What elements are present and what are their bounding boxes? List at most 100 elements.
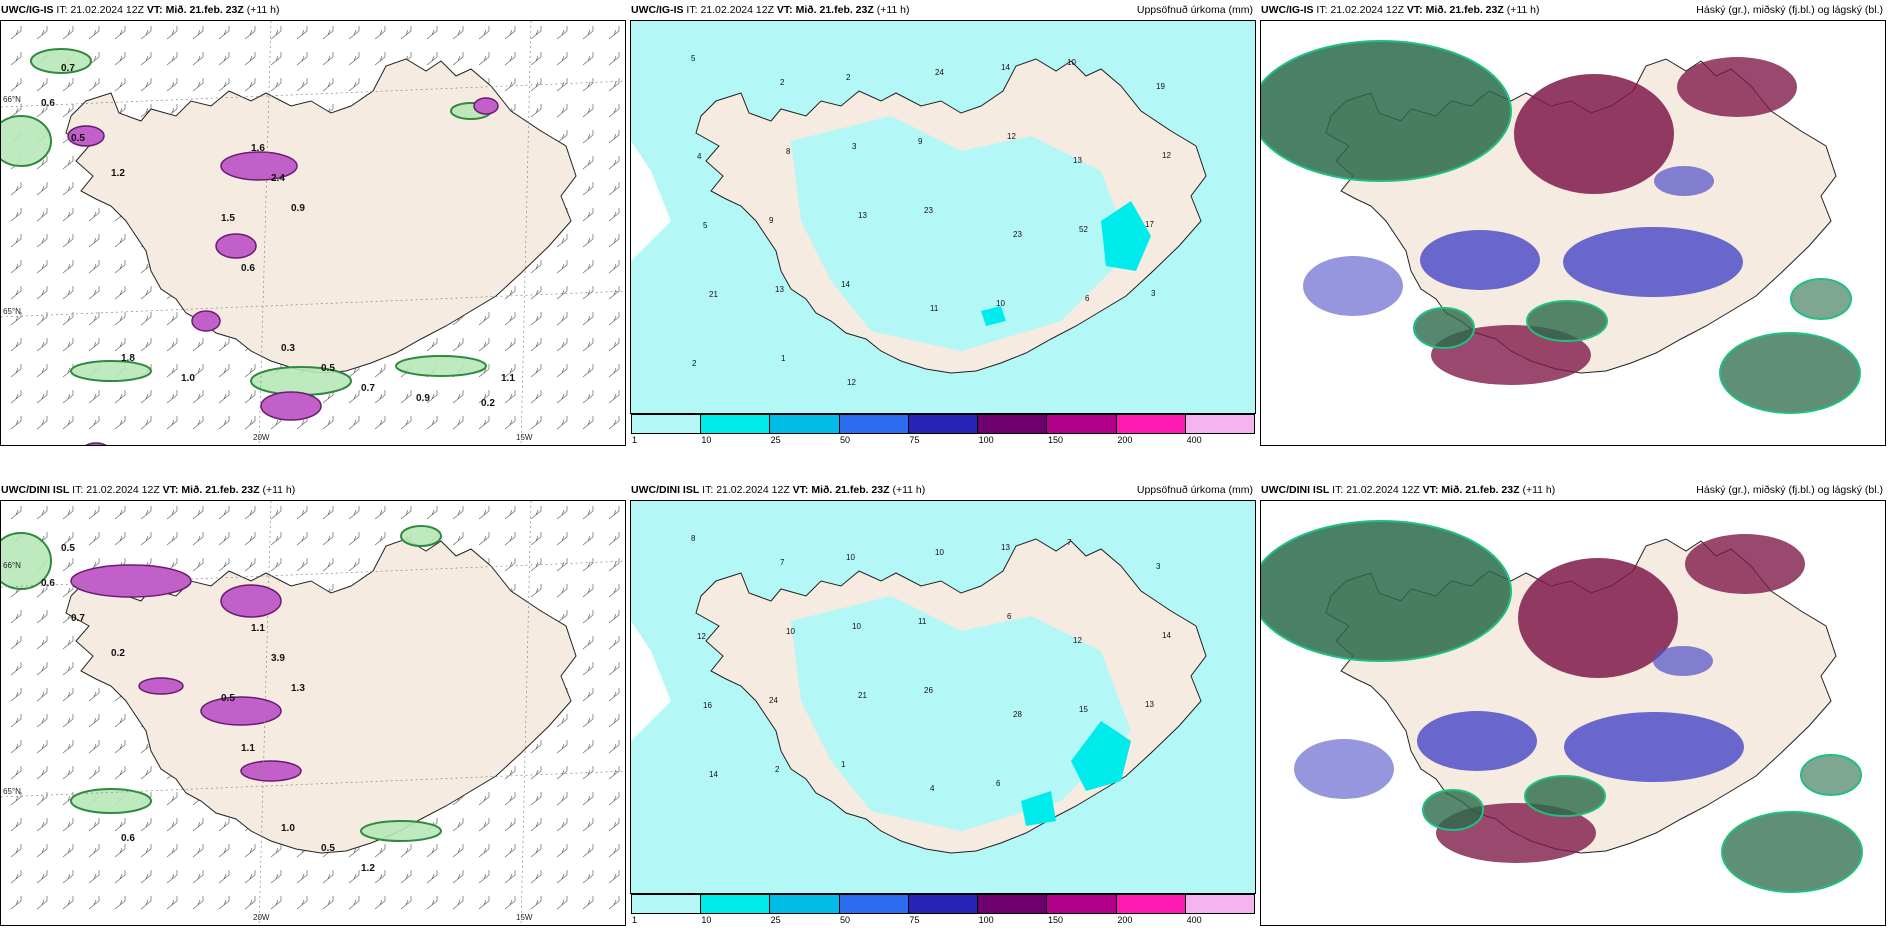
snow-area <box>85 442 107 445</box>
snow-value: 3.9 <box>271 653 285 664</box>
precip-value: 17 <box>1145 220 1154 229</box>
snow-value: 0.7 <box>61 63 75 74</box>
precip-value: 13 <box>1145 700 1154 709</box>
snow-value: 0.2 <box>111 648 125 659</box>
precip-value: 24 <box>935 68 944 77</box>
snow-value: 0.5 <box>71 133 85 144</box>
precip-value: 21 <box>858 691 867 700</box>
snow-green-area <box>400 525 442 547</box>
precip-value: 2 <box>846 73 851 82</box>
snow-value: 1.2 <box>361 863 375 874</box>
snow-area <box>200 696 282 726</box>
panel-snow-bottom: UWC/DINI ISL IT: 21.02.2024 12Z VT: Mið.… <box>0 480 626 926</box>
snow-area <box>138 677 184 695</box>
snow-value: 1.5 <box>221 213 235 224</box>
cloud-title: Háský (gr.), miðský (fj.bl.) og lágský (… <box>1696 484 1883 496</box>
precip-legend: 1 10 25 50 75 100 150 200 400 <box>630 894 1256 926</box>
panel-cloud-top: UWC/IG-IS IT: 21.02.2024 12Z VT: Mið. 21… <box>1260 0 1886 446</box>
cloud-map-graphic <box>1261 501 1885 925</box>
precip-value: 2 <box>692 359 697 368</box>
legend-color-swatch <box>908 895 979 913</box>
legend-tick-label: 1 <box>632 435 638 445</box>
snow-green-area <box>250 366 352 396</box>
snow-value: 0.5 <box>221 693 235 704</box>
panel-title: UWC/IG-IS IT: 21.02.2024 12Z VT: Mið. 21… <box>631 4 910 16</box>
precip-value: 1 <box>841 760 846 769</box>
snow-area <box>260 391 322 421</box>
precip-value: 6 <box>996 779 1001 788</box>
legend-tick-label: 25 <box>770 915 781 925</box>
panel-snow-top: UWC/IG-IS IT: 21.02.2024 12Z VT: Mið. 21… <box>0 0 626 446</box>
legend-ticks: 1 10 25 50 75 100 150 200 400 <box>631 914 1255 926</box>
snow-value: 1.2 <box>111 168 125 179</box>
cloud-area <box>1564 712 1744 782</box>
cloud-area <box>1294 739 1394 799</box>
snow-value: 0.6 <box>121 833 135 844</box>
snow-map-graphic: 0.5 0.6 0.7 0.2 1.1 3.9 1.3 0.5 1.1 0.6 1.0 0.5 1.2 <box>1 501 625 925</box>
legend-color-swatch <box>978 415 1048 433</box>
precip-value: 9 <box>918 137 923 146</box>
snow-value: 1.1 <box>501 373 515 384</box>
legend-color-swatch <box>701 895 771 913</box>
cloud-area <box>1524 775 1606 817</box>
legend-tick-label: 50 <box>840 915 851 925</box>
legend-color-swatch <box>1047 895 1117 913</box>
precip-map: 8 7 10 10 13 7 3 12 10 10 11 6 12 14 16 24 21 26 28 15 13 14 2… <box>630 500 1256 894</box>
legend-tick-label: 400 <box>1186 915 1202 925</box>
snow-value: 0.6 <box>241 263 255 274</box>
snow-value: 0.6 <box>41 98 55 109</box>
legend-tick-label: 25 <box>770 435 781 445</box>
legend-tick-label: 10 <box>701 435 712 445</box>
precip-value: 4 <box>930 784 935 793</box>
precip-value: 5 <box>691 54 696 63</box>
precip-value: 23 <box>1013 230 1022 239</box>
snow-value: 1.1 <box>251 623 265 634</box>
snow-map: 0.7 0.6 0.5 1.2 1.6 2.4 0.9 1.5 0.6 1.8 0.3 0.5 0.7 0… <box>0 20 626 446</box>
lon-label-20: 20W <box>253 433 270 442</box>
legend-tick-label: 100 <box>978 435 994 445</box>
cloud-area <box>1790 278 1852 320</box>
legend-ticks: 1 10 25 50 75 100 150 200 400 <box>631 434 1255 446</box>
snow-value: 1.8 <box>121 353 135 364</box>
precip-value: 12 <box>697 632 706 641</box>
snow-green-area <box>395 355 487 377</box>
cloud-area <box>1721 811 1863 893</box>
cloud-area <box>1518 558 1678 678</box>
lat-label-66: 66°N <box>3 95 21 104</box>
precip-value: 28 <box>1013 710 1022 719</box>
precip-value: 10 <box>846 553 855 562</box>
precip-value: 13 <box>1073 156 1082 165</box>
lon-label-20: 20W <box>253 913 270 922</box>
precip-value: 10 <box>786 627 795 636</box>
snow-value: 2.4 <box>271 173 285 184</box>
cloud-area <box>1261 40 1512 182</box>
legend-color-swatch <box>770 415 840 433</box>
precip-title: Uppsöfnuð úrkoma (mm) <box>1136 484 1253 496</box>
precip-value: 9 <box>769 216 774 225</box>
lat-label-65: 65°N <box>3 787 21 796</box>
cloud-area <box>1417 711 1537 771</box>
snow-value: 1.3 <box>291 683 305 694</box>
precip-map: 5 2 2 24 14 10 19 4 8 3 9 12 13 12 5 9 13 23 23 52 17 21 13 14 1… <box>630 20 1256 414</box>
legend-color-swatch <box>1185 895 1254 913</box>
cloud-area <box>1514 74 1674 194</box>
legend-tick-label: 1 <box>632 915 638 925</box>
lat-label-66: 66°N <box>3 561 21 570</box>
precip-value: 8 <box>691 534 696 543</box>
snow-map: 0.5 0.6 0.7 0.2 1.1 3.9 1.3 0.5 1.1 0.6 1.0 0.5 1.2 … <box>0 500 626 926</box>
precip-value: 10 <box>1067 58 1076 67</box>
legend-color-swatch <box>632 415 702 433</box>
snow-value: 0.2 <box>481 398 495 409</box>
precip-value: 10 <box>852 622 861 631</box>
cloud-map <box>1260 20 1886 446</box>
precip-value: 24 <box>769 696 778 705</box>
cloud-area <box>1261 520 1512 662</box>
legend-color-swatch <box>1116 415 1186 433</box>
legend-color-swatch <box>978 895 1048 913</box>
legend-tick-label: 50 <box>840 435 851 445</box>
legend-color-swatch <box>1047 415 1117 433</box>
precip-value: 11 <box>930 304 939 313</box>
precip-value: 13 <box>858 211 867 220</box>
cloud-area <box>1420 230 1540 290</box>
precip-value: 8 <box>786 147 791 156</box>
